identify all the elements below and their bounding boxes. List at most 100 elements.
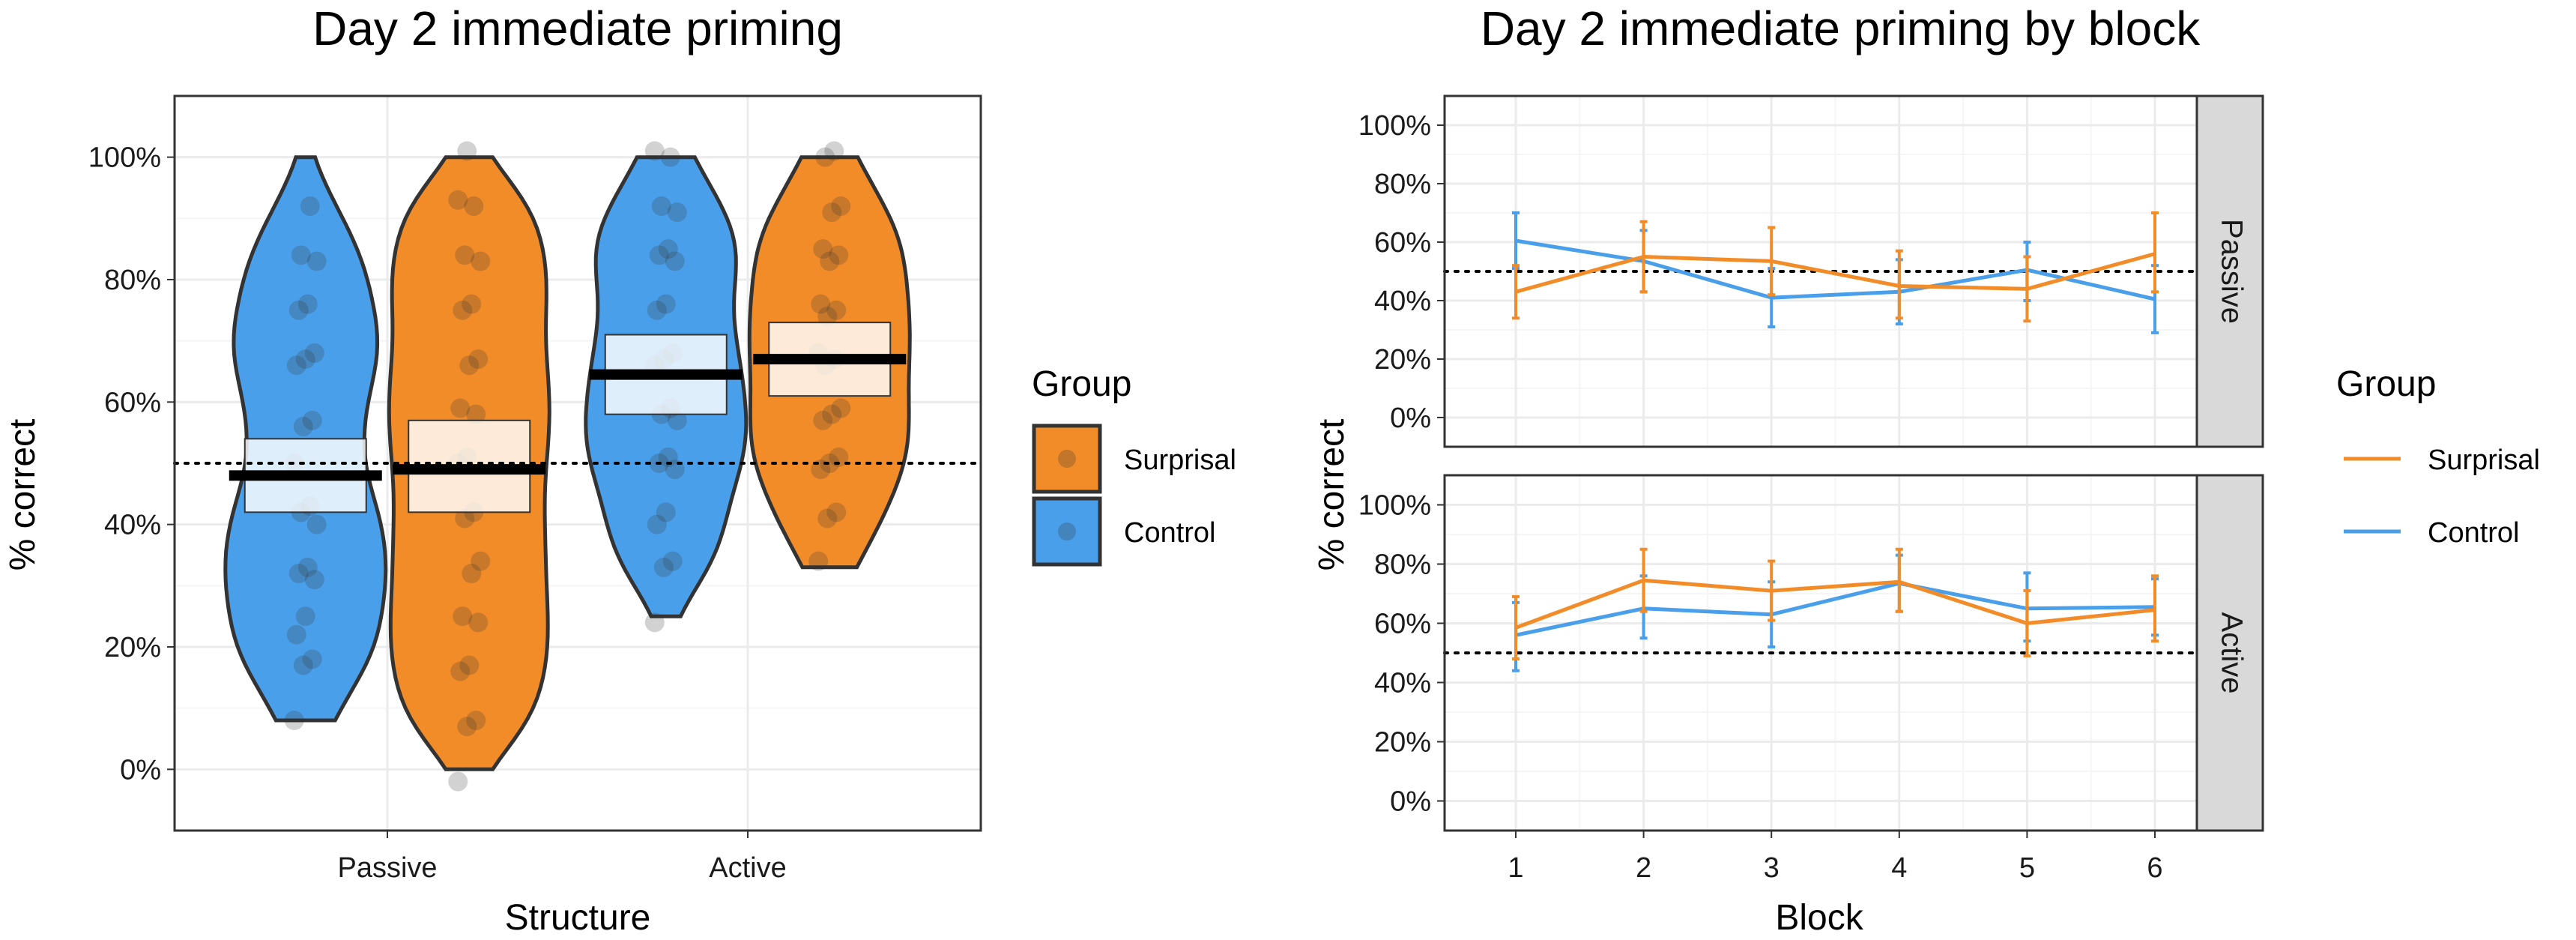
- control-data-point: [306, 514, 327, 534]
- violin-legend: Group Surprisal Control: [1032, 364, 1236, 567]
- control-data-point: [653, 557, 674, 577]
- control-data-point: [288, 564, 309, 583]
- x-tick-label: 3: [1764, 852, 1780, 884]
- surprisal-data-point: [468, 349, 489, 370]
- violin-y-axis-title: % correct: [3, 419, 43, 571]
- control-data-point: [647, 300, 667, 320]
- surprisal-data-point: [813, 239, 833, 259]
- control-data-point: [306, 251, 327, 271]
- x-tick-label: 6: [2147, 852, 2162, 884]
- control-data-point: [644, 141, 665, 161]
- violin-plot-panel: 0% 20% 40% 60% 80% 100% Passive Active: [88, 94, 982, 884]
- control-legend-dot: [1058, 522, 1076, 540]
- control-data-point: [665, 251, 685, 271]
- violin-x-axis-title: Structure: [505, 898, 651, 938]
- block-x-axis-title: Block: [1775, 898, 1863, 938]
- control-data-point: [300, 196, 320, 216]
- active-y-tick-label: 0%: [1390, 786, 1431, 818]
- surprisal-data-point: [455, 508, 475, 528]
- passive-y-tick-label: 80%: [1374, 169, 1431, 200]
- y-tick-label: 40%: [104, 510, 161, 541]
- surprisal-legend-key: [1032, 424, 1102, 494]
- x-tick-label: 5: [2019, 852, 2035, 884]
- control-data-point: [656, 294, 676, 314]
- control-data-point: [660, 147, 680, 167]
- surprisal-line-passive: [1515, 252, 2156, 294]
- active-y-tick-label: 20%: [1374, 727, 1431, 759]
- control-data-point: [304, 570, 324, 590]
- passive-y-tick-label: 20%: [1374, 344, 1431, 376]
- active-y-tick-label: 80%: [1374, 549, 1431, 581]
- x-tick-label: 1: [1508, 852, 1523, 884]
- plot-border: [173, 94, 982, 832]
- surprisal-legend-label: Surprisal: [2428, 445, 2540, 476]
- surprisal-data-point: [815, 147, 835, 167]
- control-legend-key: [1032, 496, 1102, 567]
- surprisal-data-point: [820, 454, 840, 473]
- surprisal-data-point: [448, 771, 468, 792]
- surprisal-data-point: [448, 190, 468, 210]
- surprisal-data-point: [462, 294, 482, 314]
- active-facet-strip: [2195, 474, 2264, 832]
- passive-facet-label: Passive: [2215, 219, 2248, 324]
- passive-y-tick-label: 100%: [1358, 110, 1431, 142]
- surprisal-data-point: [811, 294, 831, 314]
- control-data-point: [286, 624, 306, 645]
- y-tick-label: 60%: [104, 387, 161, 418]
- control-data-point: [651, 196, 671, 216]
- surprisal-data-point: [820, 251, 840, 271]
- control-data-point: [288, 300, 309, 320]
- block-line-panel: 0% 20% 40% 60% 80% 100% Passive 0% 20% 40% 60% 80% 1…: [1358, 94, 2264, 884]
- block-y-axis-title: % correct: [1312, 419, 1352, 571]
- control-data-point: [667, 410, 687, 430]
- surprisal-data-point: [459, 355, 480, 376]
- control-data-point: [658, 447, 678, 467]
- active-facet-label: Active: [2215, 612, 2248, 694]
- surprisal-data-point: [464, 196, 484, 216]
- violin-chart-title: Day 2 immediate priming: [312, 1, 843, 55]
- surprisal-data-point: [829, 447, 849, 467]
- surprisal-data-point: [462, 564, 482, 583]
- surprisal-line-active: [1515, 578, 2156, 630]
- violin-legend-title: Group: [1032, 364, 1131, 404]
- control-data-point: [293, 655, 313, 675]
- surprisal-data-point: [457, 141, 477, 161]
- surprisal-data-point: [824, 141, 844, 161]
- surprisal-data-point: [453, 606, 473, 627]
- y-tick-label: 100%: [88, 142, 161, 174]
- y-tick-label: 20%: [104, 632, 161, 663]
- surprisal-data-point: [822, 202, 842, 223]
- control-data-point: [302, 410, 322, 430]
- passive-y-tick-label: 0%: [1390, 403, 1431, 434]
- surprisal-data-point: [453, 300, 473, 320]
- y-tick-label: 0%: [120, 754, 161, 786]
- surprisal-data-point: [826, 502, 847, 522]
- y-tick-label: 80%: [104, 265, 161, 296]
- surprisal-data-point: [822, 404, 842, 424]
- control-data-point: [304, 343, 324, 363]
- passive-y-tick-label: 40%: [1374, 286, 1431, 317]
- surprisal-data-point: [817, 307, 838, 326]
- surprisal-data-point: [813, 410, 833, 430]
- control-data-point: [297, 294, 318, 314]
- surprisal-data-point: [466, 711, 486, 730]
- passive-facet-strip: [2195, 94, 2264, 448]
- surprisal-data-point: [831, 196, 851, 216]
- surprisal-data-point: [450, 398, 471, 418]
- control-data-point: [658, 239, 678, 259]
- control-legend-label: Control: [2428, 517, 2520, 549]
- control-data-point: [302, 649, 322, 669]
- surprisal-legend-dot: [1058, 450, 1076, 468]
- control-data-point: [667, 202, 687, 223]
- surprisal-data-point: [826, 300, 847, 320]
- control-data-point: [284, 711, 304, 730]
- active-y-tick-label: 60%: [1374, 609, 1431, 640]
- surprisal-data-point: [471, 251, 491, 271]
- surprisal-data-point: [459, 655, 480, 675]
- control-data-point: [297, 557, 318, 577]
- control-data-point: [649, 245, 669, 265]
- active-y-tick-label: 40%: [1374, 668, 1431, 699]
- control-data-point: [644, 612, 665, 633]
- surprisal-data-point: [817, 508, 838, 528]
